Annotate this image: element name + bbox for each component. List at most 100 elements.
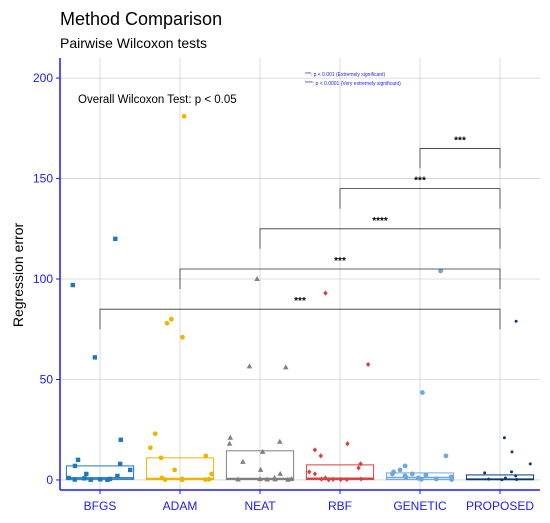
data-point-rbf (344, 476, 350, 483)
data-point-rbf (318, 453, 323, 459)
data-point-rbf (356, 465, 361, 471)
data-point-genetic (443, 453, 449, 459)
bracket-genetic (419, 148, 501, 169)
data-point-neat (277, 438, 283, 444)
bracket-bfgs (99, 308, 501, 330)
box-layer (65, 450, 535, 481)
data-point-neat (254, 276, 260, 282)
chart-title: Method Comparison (60, 9, 222, 29)
bracket-label: *** (294, 296, 306, 307)
data-point-adam (147, 445, 153, 451)
data-point-bfgs (115, 473, 120, 479)
data-point-neat (227, 434, 234, 440)
data-point-genetic (420, 390, 425, 395)
data-point-proposed (528, 462, 532, 466)
bracket-label: *** (454, 135, 466, 146)
x-tick-label: BFGS (84, 499, 117, 513)
bracket-neat (259, 228, 501, 249)
data-point-bfgs (72, 463, 78, 469)
data-point-rbf (358, 461, 363, 467)
x-tick-label: GENETIC (393, 499, 447, 513)
data-point-rbf (323, 290, 328, 296)
overall-test-label: Overall Wilcoxon Test: p < 0.05 (78, 94, 237, 106)
data-point-bfgs (92, 355, 98, 360)
significance-note-1: ***: p < 0.001 (Extremely significant) (305, 72, 386, 78)
data-point-bfgs (128, 467, 133, 473)
data-point-proposed (503, 476, 507, 480)
bracket-label: *** (414, 176, 426, 187)
y-tick-label: 200 (33, 71, 53, 85)
x-tick-label: ADAM (163, 499, 198, 513)
y-tick-label: 50 (40, 372, 54, 386)
data-point-adam (203, 477, 208, 482)
y-axis-title: Regression error (10, 223, 26, 328)
data-point-rbf (312, 471, 318, 477)
data-point-neat (282, 364, 289, 370)
data-point-proposed (483, 471, 487, 475)
data-point-bfgs (75, 457, 81, 463)
axes: 0 50 100 150 200 BFGS ADAM NEAT RBF GENETIC PROPOS… (33, 58, 540, 513)
data-point-genetic (438, 268, 444, 274)
data-point-neat (226, 440, 233, 446)
data-point-bfgs (113, 236, 118, 242)
data-point-neat (285, 476, 291, 482)
data-point-genetic (433, 476, 439, 482)
y-tick-label: 0 (46, 473, 53, 487)
data-point-neat (277, 470, 283, 476)
data-point-adam (180, 334, 185, 340)
data-point-bfgs (117, 461, 123, 467)
x-tick-label: RBF (328, 499, 352, 513)
data-point-adam (206, 476, 212, 482)
data-point-genetic (418, 476, 424, 482)
data-point-neat (257, 476, 263, 482)
data-point-rbf (319, 476, 324, 482)
data-point-neat (235, 476, 241, 482)
data-point-neat (246, 363, 253, 369)
data-point-proposed (502, 436, 506, 440)
data-point-proposed (487, 477, 491, 481)
data-point-proposed (510, 450, 514, 454)
data-point-bfgs (107, 476, 113, 482)
data-point-rbf (330, 476, 336, 482)
data-point-proposed (510, 470, 514, 474)
data-point-genetic (409, 471, 415, 477)
data-point-rbf (323, 475, 328, 481)
data-point-genetic (449, 477, 455, 482)
data-point-neat (240, 458, 246, 464)
data-point-adam (168, 316, 174, 322)
data-point-rbf (312, 447, 318, 453)
data-point-rbf (358, 476, 364, 482)
data-point-bfgs (70, 282, 75, 288)
y-tick-label: 150 (33, 172, 53, 186)
data-point-neat (264, 476, 270, 482)
data-point-rbf (307, 469, 312, 475)
data-point-adam (179, 477, 185, 483)
x-tick-label: NEAT (244, 499, 276, 513)
data-point-bfgs (105, 477, 110, 482)
data-point-proposed (500, 478, 504, 482)
chart-subtitle: Pairwise Wilcoxon tests (60, 35, 207, 51)
data-point-adam (164, 320, 170, 326)
data-point-adam (158, 455, 164, 461)
data-point-bfgs (98, 477, 103, 482)
data-point-genetic (397, 467, 403, 473)
data-point-rbf (365, 361, 371, 368)
data-point-neat (257, 466, 264, 472)
data-point-neat (259, 448, 266, 454)
data-point-genetic (390, 471, 395, 477)
data-point-adam (203, 453, 209, 459)
data-point-adam (209, 471, 215, 477)
point-layer (66, 113, 532, 483)
data-point-bfgs (118, 437, 123, 442)
data-point-bfgs (88, 477, 93, 482)
significance-note-2: ****: p < 0.0001 (Very extremely signifi… (305, 81, 401, 87)
data-point-genetic (423, 472, 429, 478)
grid (60, 58, 540, 490)
bracket-label: **** (372, 216, 388, 227)
significance-brackets: **************** (99, 135, 501, 330)
data-point-genetic (403, 475, 409, 480)
data-point-adam (152, 431, 158, 437)
bracket-rbf (339, 188, 501, 209)
data-point-bfgs (82, 476, 87, 481)
